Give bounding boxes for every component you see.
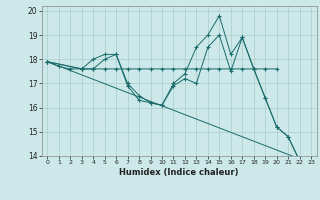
X-axis label: Humidex (Indice chaleur): Humidex (Indice chaleur) [119, 168, 239, 177]
